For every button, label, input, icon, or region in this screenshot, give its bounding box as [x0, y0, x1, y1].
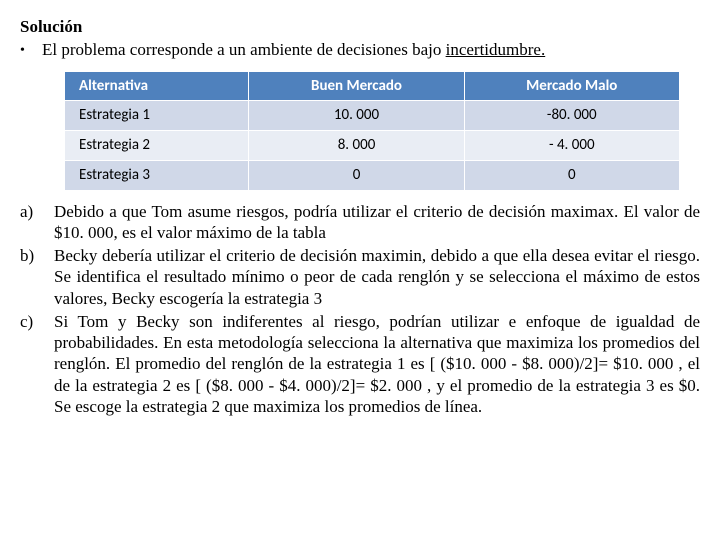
table-header-row: Alternativa Buen Mercado Mercado Malo — [65, 71, 680, 101]
bullet-text-underlined: incertidumbre. — [446, 40, 546, 59]
cell: - 4. 000 — [464, 131, 679, 161]
intro-bullet: • El problema corresponde a un ambiente … — [20, 39, 700, 60]
bullet-text-plain: El problema corresponde a un ambiente de… — [42, 40, 446, 59]
cell: Estrategia 1 — [65, 101, 249, 131]
item-label-b: b) — [20, 245, 54, 309]
payoff-table: Alternativa Buen Mercado Mercado Malo Es… — [64, 71, 680, 191]
cell: 0 — [249, 160, 464, 190]
heading: Solución — [20, 16, 700, 37]
explanation-list: a) Debido a que Tom asume riesgos, podrí… — [20, 201, 700, 418]
table-row: Estrategia 2 8. 000 - 4. 000 — [65, 131, 680, 161]
item-label-c: c) — [20, 311, 54, 417]
item-body-c: Si Tom y Becky son indiferentes al riesg… — [54, 311, 700, 417]
item-label-a: a) — [20, 201, 54, 244]
cell: 0 — [464, 160, 679, 190]
cell: Estrategia 2 — [65, 131, 249, 161]
cell: -80. 000 — [464, 101, 679, 131]
bullet-text: El problema corresponde a un ambiente de… — [42, 39, 700, 60]
table-row: Estrategia 1 10. 000 -80. 000 — [65, 101, 680, 131]
list-item: b) Becky debería utilizar el criterio de… — [20, 245, 700, 309]
cell: 8. 000 — [249, 131, 464, 161]
col-header-mercado-malo: Mercado Malo — [464, 71, 679, 101]
table-row: Estrategia 3 0 0 — [65, 160, 680, 190]
item-body-a: Debido a que Tom asume riesgos, podría u… — [54, 201, 700, 244]
bullet-mark: • — [20, 39, 42, 60]
col-header-alternativa: Alternativa — [65, 71, 249, 101]
list-item: a) Debido a que Tom asume riesgos, podrí… — [20, 201, 700, 244]
item-body-b: Becky debería utilizar el criterio de de… — [54, 245, 700, 309]
cell: 10. 000 — [249, 101, 464, 131]
col-header-buen-mercado: Buen Mercado — [249, 71, 464, 101]
cell: Estrategia 3 — [65, 160, 249, 190]
list-item: c) Si Tom y Becky son indiferentes al ri… — [20, 311, 700, 417]
